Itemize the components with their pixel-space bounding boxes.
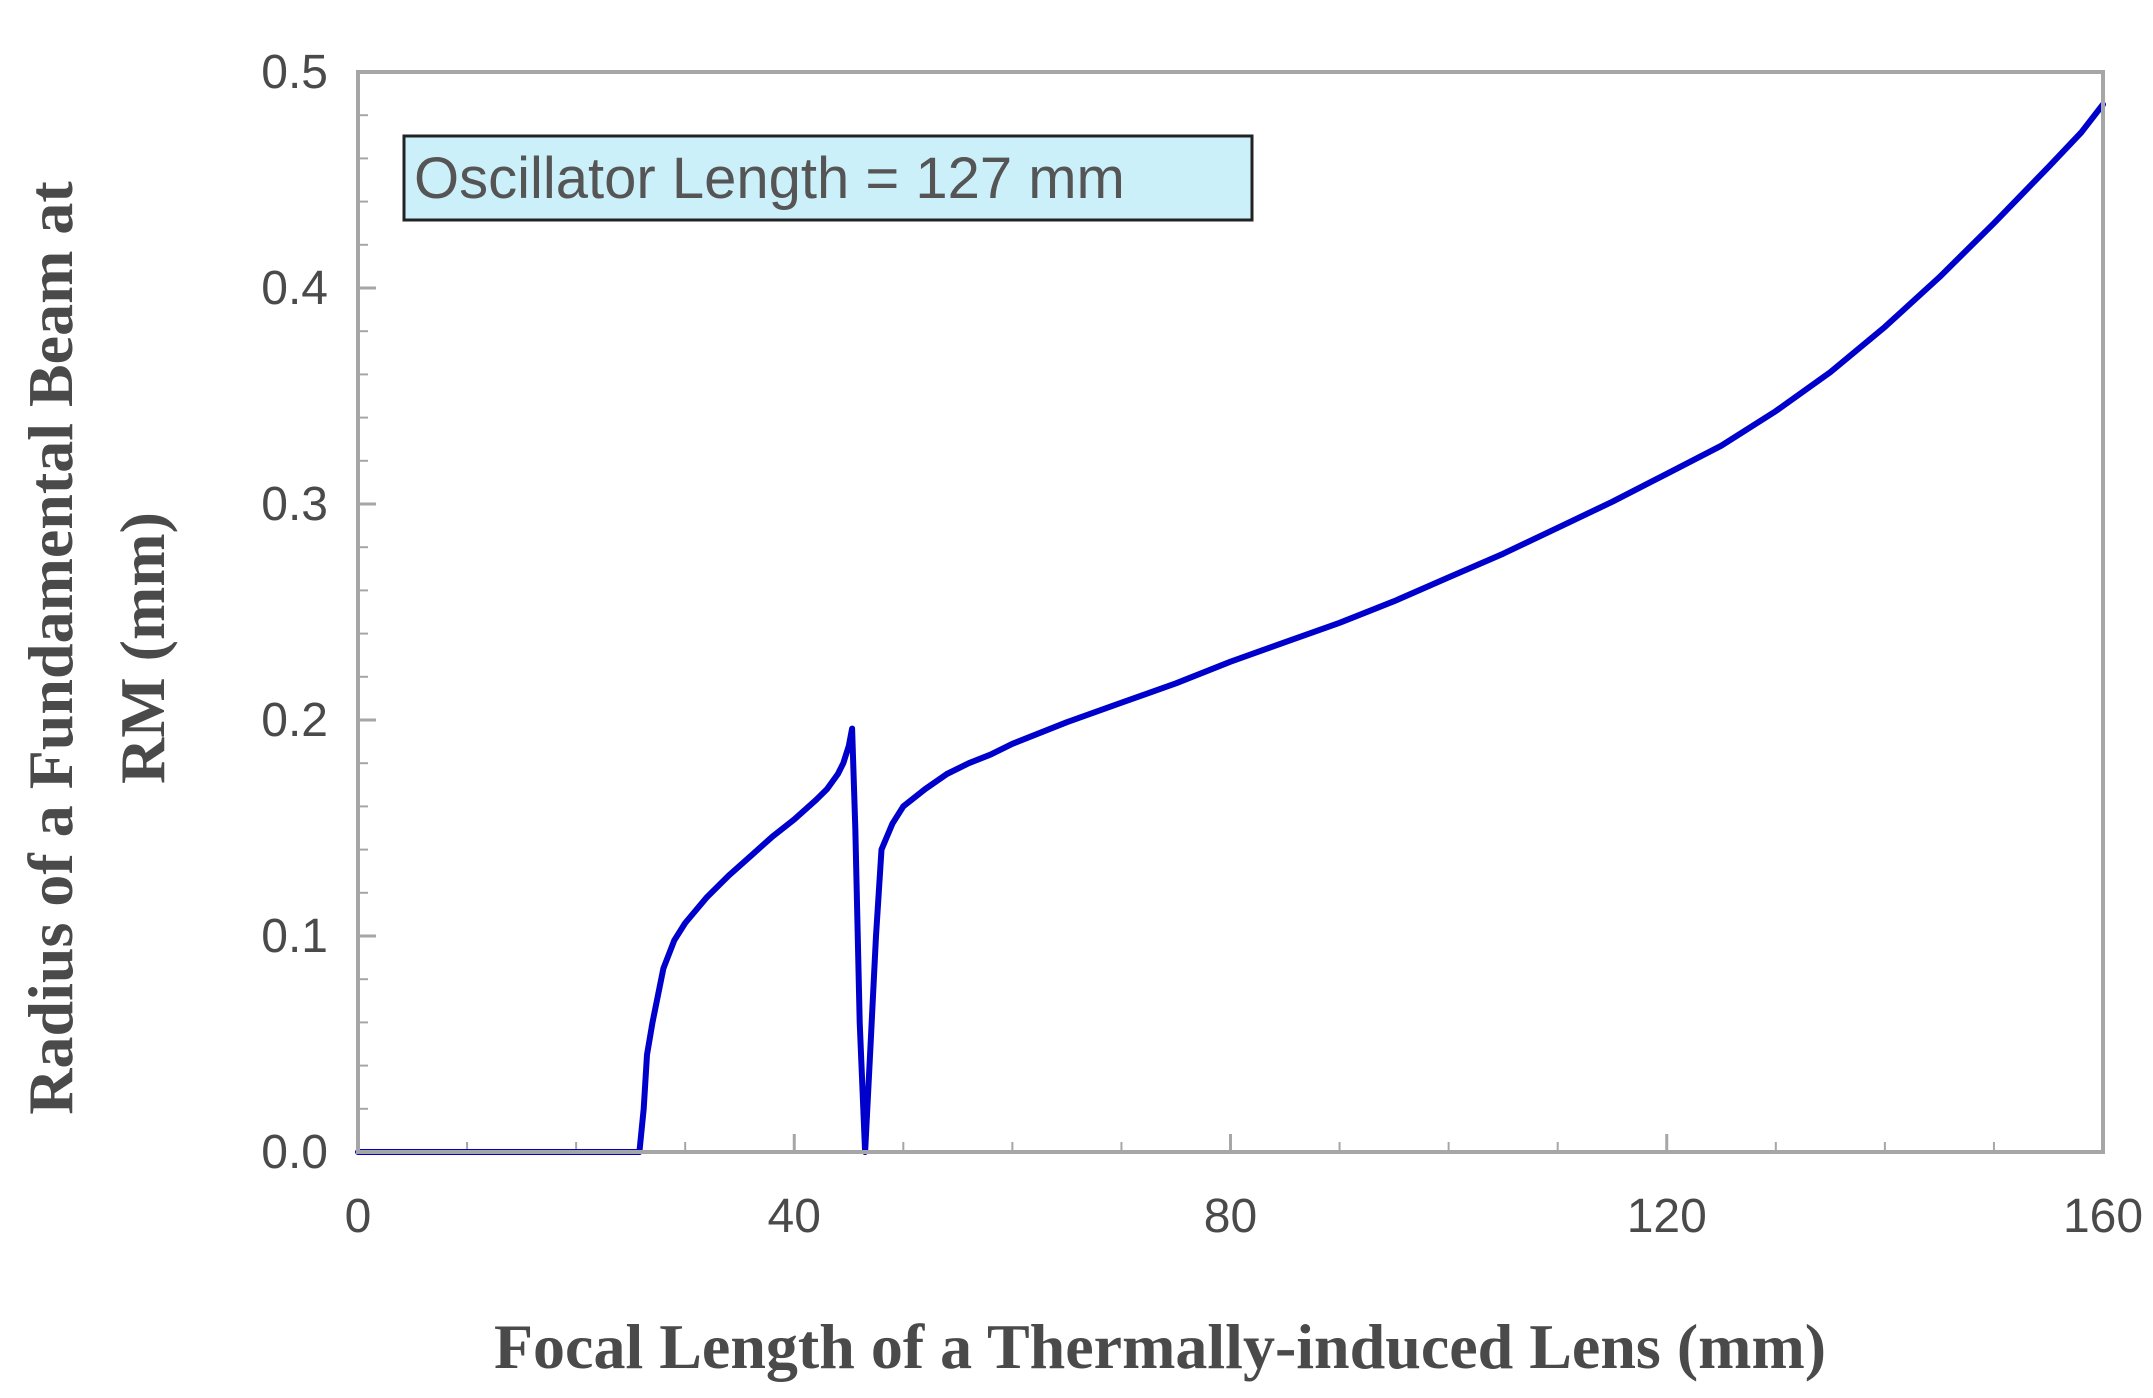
y-ticks: 0.0 0.1 0.2 0.3 0.4 0.5 [261, 46, 376, 1179]
y-axis-title-line-2: RM (mm) [107, 512, 178, 784]
x-tick-label: 80 [1204, 1190, 1257, 1243]
y-tick-label: 0.3 [261, 478, 328, 531]
x-axis-title: Focal Length of a Thermally-induced Lens… [494, 1311, 1826, 1382]
annotation-text: Oscillator Length = 127 mm [414, 146, 1125, 211]
x-tick-label: 0 [345, 1190, 372, 1243]
y-tick-label: 0.0 [261, 1126, 328, 1179]
annotation-box: Oscillator Length = 127 mm [402, 134, 1254, 222]
x-tick-label: 160 [2063, 1190, 2143, 1243]
plot-frame [356, 70, 2105, 1154]
x-ticks: 0 40 80 120 160 [345, 1134, 2143, 1243]
plot-area [358, 72, 2103, 1152]
y-axis-title-line-1: Radius of a Fundamental Beam at [15, 181, 86, 1115]
y-tick-label: 0.1 [261, 910, 328, 963]
x-tick-label: 40 [768, 1190, 821, 1243]
y-tick-label: 0.4 [261, 262, 328, 315]
x-tick-label: 120 [1627, 1190, 1707, 1243]
series-line [355, 101, 2106, 1155]
y-axis-title: Radius of a Fundamental Beam at RM (mm) [15, 181, 178, 1115]
y-tick-label: 0.2 [261, 694, 328, 747]
y-tick-label: 0.5 [261, 46, 328, 99]
annotation-box-rect [402, 134, 1254, 222]
